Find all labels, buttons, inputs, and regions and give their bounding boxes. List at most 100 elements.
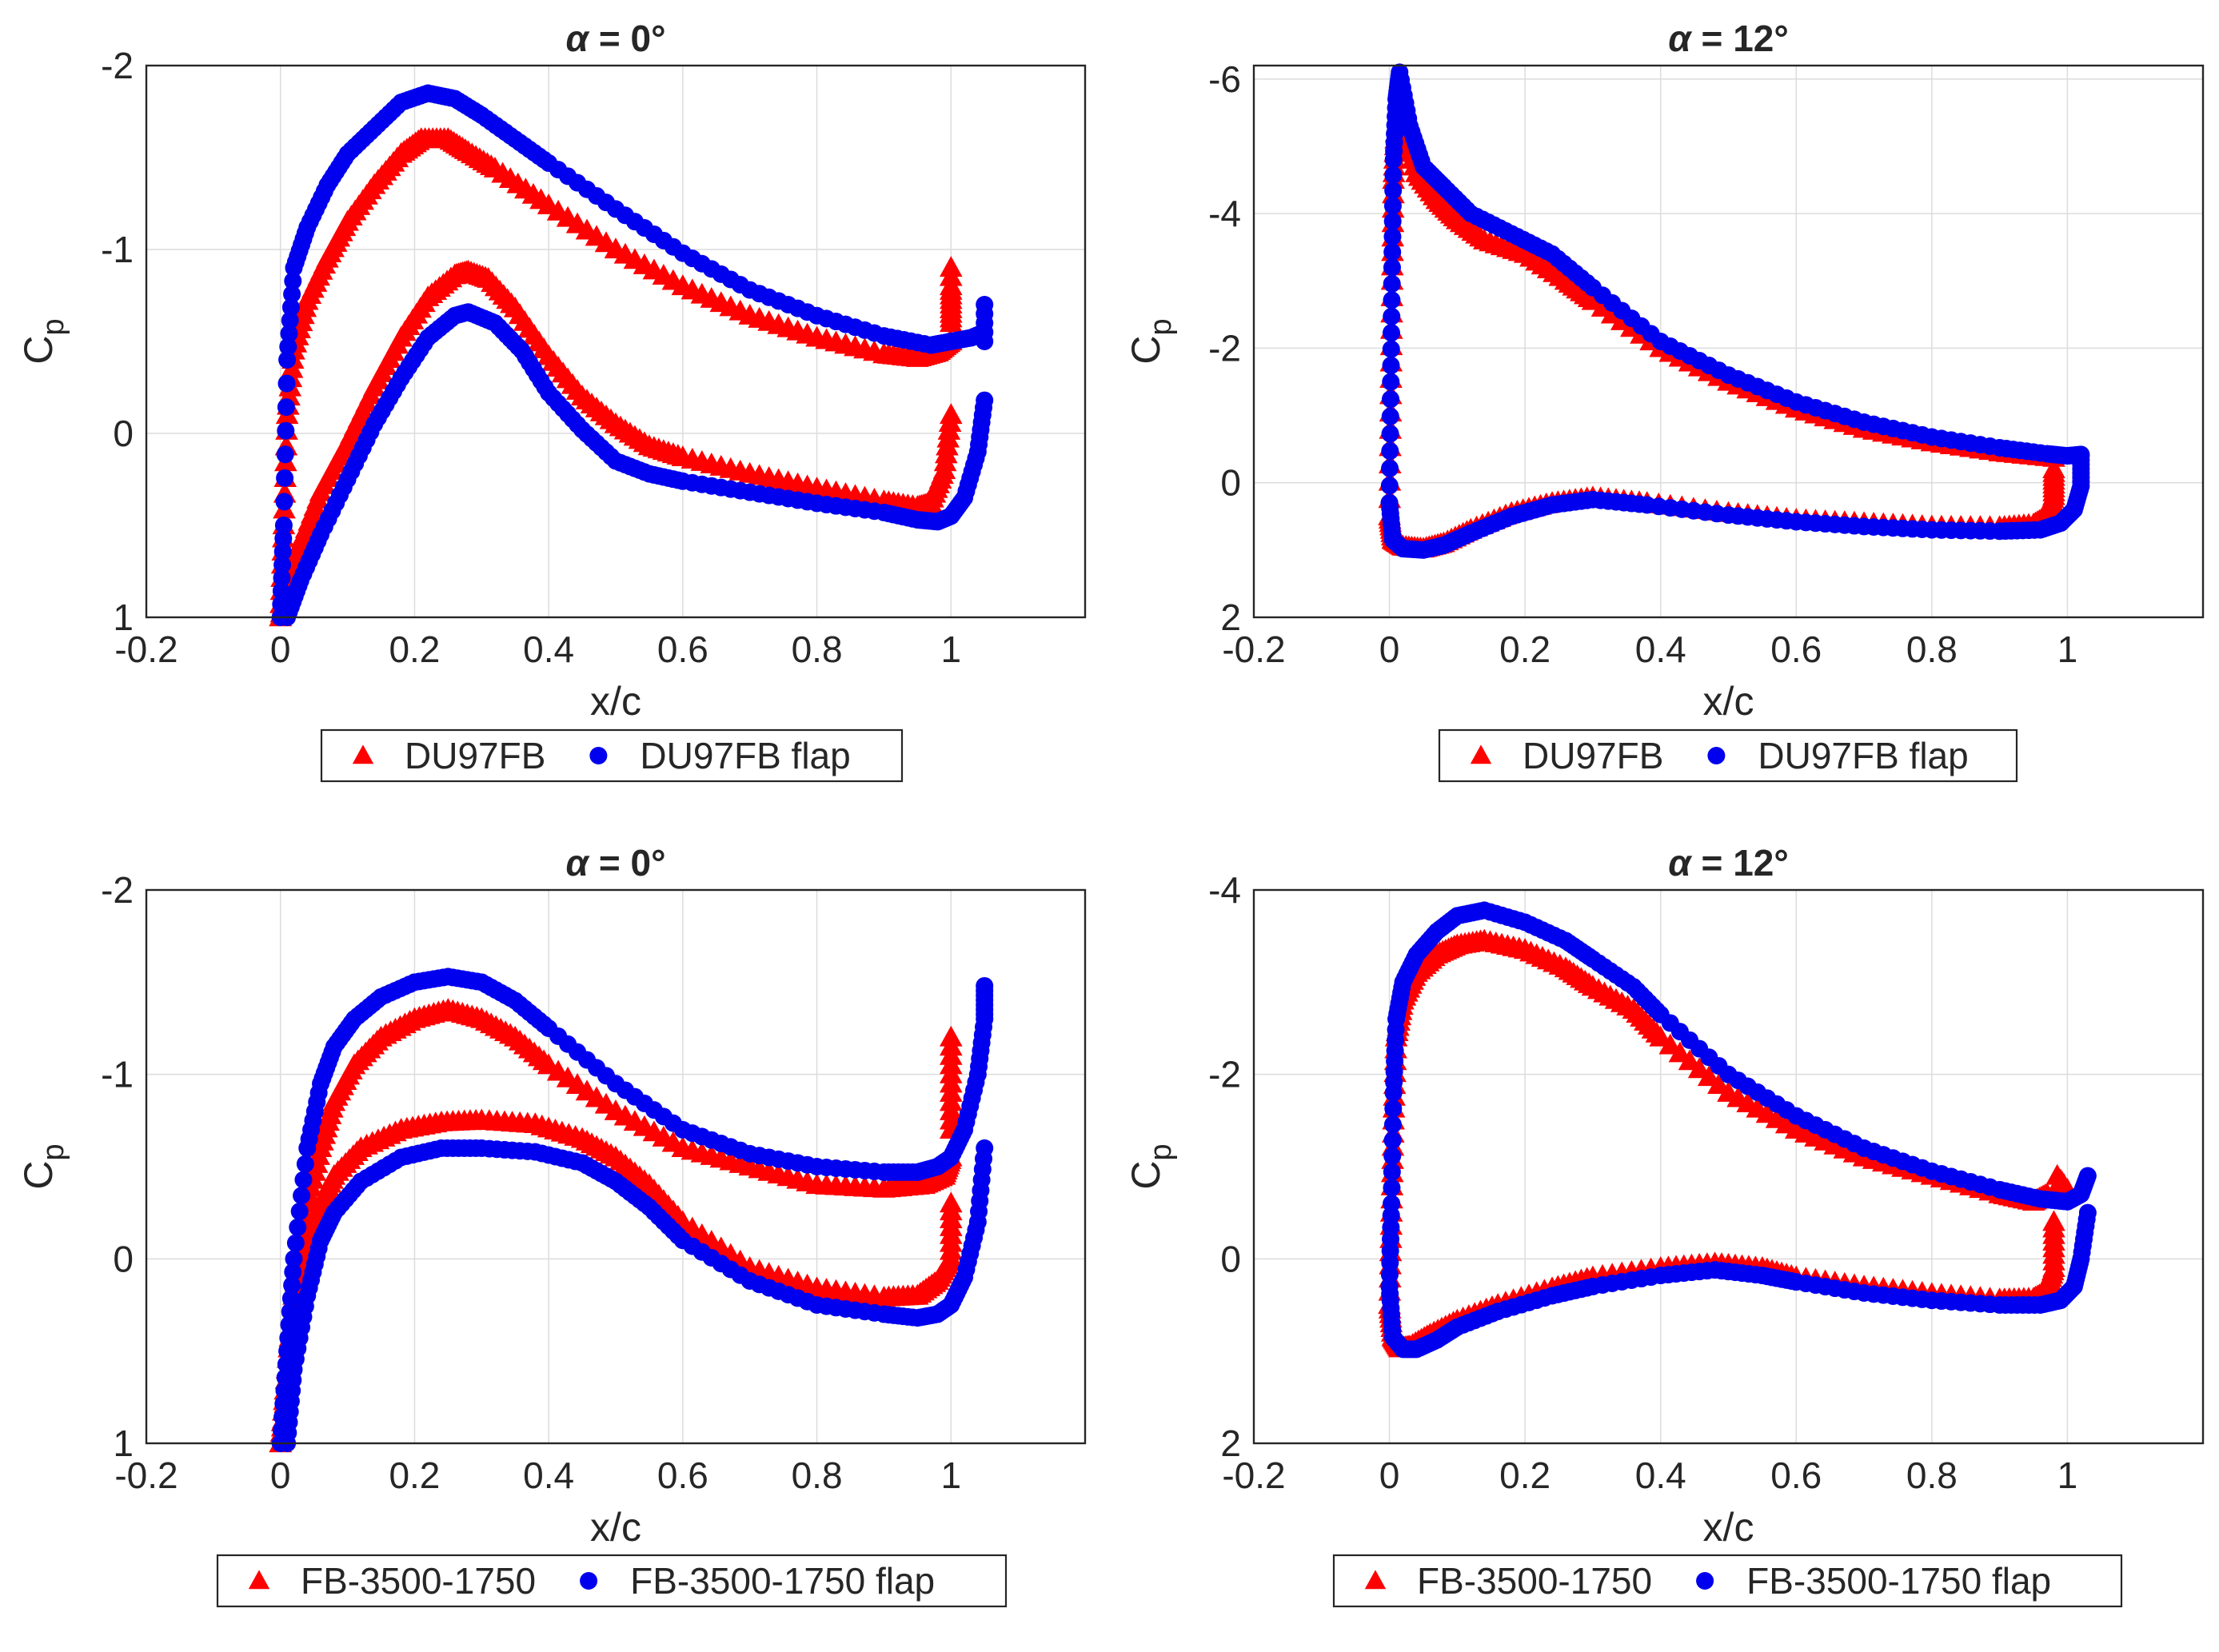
y-tick-label: 1 (113, 1423, 134, 1464)
data-point (290, 1203, 309, 1221)
y-tick-label: -4 (1208, 869, 1241, 911)
legend-marker-circle (1696, 1572, 1714, 1590)
chart-title: α = 12° (1668, 842, 1789, 884)
x-tick-label: 0.8 (1906, 1454, 1958, 1496)
data-point (1383, 243, 1402, 261)
series-2 (1380, 901, 2097, 1359)
data-point (274, 529, 293, 548)
legend-label: FB-3500-1750 (301, 1560, 536, 1602)
legend-label: DU97FB (1523, 735, 1663, 776)
chart-title: α = 0° (566, 842, 666, 884)
data-point (2045, 1163, 2069, 1185)
data-point (273, 542, 292, 561)
plot-frame (145, 888, 1087, 1445)
chart-panel-2: -0.2 0 0.2 0.4 0.6 0.8 1 -6 -4 -2 0 2 α = 12° x/c Cp DU… (1123, 18, 2205, 783)
data-point (976, 296, 994, 313)
data-point (296, 1155, 314, 1173)
legend-box (1438, 728, 2018, 783)
x-axis-label: x/c (1703, 679, 1754, 724)
chart-panel-4: -0.2 0 0.2 0.4 0.6 0.8 1 -4 -2 0 2 α = 12° x/c Cp FB-3… (1123, 842, 2205, 1608)
y-tick-label: 0 (1220, 462, 1241, 504)
legend-box (320, 728, 904, 783)
data-point (976, 391, 994, 409)
data-point (939, 403, 963, 425)
legend-label: DU97FB (405, 735, 545, 776)
data-point (1384, 182, 1403, 200)
y-tick-label: 1 (113, 597, 134, 638)
data-point (1383, 197, 1402, 215)
data-point (274, 517, 293, 534)
x-tick-label: 0.2 (1499, 1454, 1551, 1496)
data-point (1383, 1195, 1401, 1213)
legend-marker-circle (589, 747, 608, 764)
legend: FB-3500-1750 FB-3500-1750 flap (1332, 1554, 2123, 1608)
x-tick-label: 0.6 (1770, 1454, 1822, 1496)
data-point (2072, 447, 2090, 465)
y-tick-label: -2 (101, 45, 134, 86)
data-point (286, 1234, 305, 1252)
legend-marker-circle (580, 1572, 598, 1590)
data-point (1383, 291, 1401, 309)
data-point (1382, 390, 1400, 409)
x-tick-label: 0 (270, 628, 291, 670)
y-tick-label: -2 (1208, 327, 1241, 369)
y-axis-label: Cp (1123, 1143, 1178, 1189)
y-tick-label: -2 (101, 869, 134, 911)
data-point (284, 272, 302, 290)
legend-label: FB-3500-1750 flap (1746, 1560, 2051, 1602)
data-point (1381, 425, 1399, 443)
data-point (2042, 457, 2065, 478)
legend-box (216, 1554, 1008, 1608)
x-tick-label: -0.2 (114, 1454, 178, 1496)
x-tick-label: 0 (1379, 1454, 1400, 1496)
data-point (2078, 1167, 2097, 1185)
data-point (1381, 407, 1399, 425)
x-tick-label: 0.4 (1635, 1454, 1686, 1496)
legend-box (1332, 1554, 2123, 1608)
data-point (1383, 212, 1402, 230)
y-tick-label: 2 (1220, 1423, 1241, 1464)
data-point (939, 1191, 963, 1213)
data-point (1382, 324, 1400, 342)
legend-marker-circle (1707, 747, 1726, 764)
chart-panel-1: -0.2 0 0.2 0.4 0.6 0.8 1 -2 -1 0 1 α = 0° x/c Cp DU97F… (16, 18, 1087, 783)
plot-frame (1252, 888, 2205, 1445)
data-point (276, 469, 294, 487)
data-point (284, 1263, 302, 1281)
data-point (1383, 274, 1401, 293)
legend-label: DU97FB flap (1758, 735, 1968, 776)
data-point (939, 256, 963, 277)
data-point (1380, 477, 1399, 495)
legend-label: FB-3500-1750 flap (630, 1560, 935, 1602)
legend-marker-triangle (248, 1570, 270, 1590)
x-tick-label: -0.2 (1222, 1454, 1285, 1496)
data-point (276, 445, 294, 464)
legend-label: FB-3500-1750 (1417, 1560, 1652, 1602)
y-tick-label: -1 (101, 1054, 134, 1095)
data-point (1384, 166, 1403, 185)
legend: FB-3500-1750 FB-3500-1750 flap (216, 1554, 1008, 1608)
y-tick-label: 0 (113, 413, 134, 454)
x-tick-label: 1 (940, 628, 961, 670)
y-tick-label: -6 (1208, 58, 1241, 100)
data-point (2042, 1210, 2065, 1231)
x-axis-label: x/c (590, 679, 641, 724)
x-tick-label: 0.8 (1906, 628, 1958, 670)
data-point (285, 1250, 303, 1268)
x-tick-label: 0.4 (523, 1454, 574, 1496)
y-tick-label: 0 (113, 1238, 134, 1279)
data-point (1382, 357, 1400, 375)
x-tick-label: -0.2 (114, 628, 178, 670)
data-point (289, 1218, 307, 1236)
data-point (1383, 1131, 1402, 1150)
x-tick-label: 0 (1379, 628, 1400, 670)
x-tick-label: 0.8 (792, 628, 843, 670)
x-tick-label: 1 (2057, 1454, 2078, 1496)
x-tick-label: 0 (270, 1454, 291, 1496)
data-point (281, 298, 300, 317)
y-tick-label: 2 (1220, 597, 1241, 638)
data-point (1381, 459, 1399, 477)
x-tick-label: 0.2 (389, 1454, 440, 1496)
legend-marker-triangle (1470, 744, 1492, 764)
series-2 (1380, 63, 2090, 559)
